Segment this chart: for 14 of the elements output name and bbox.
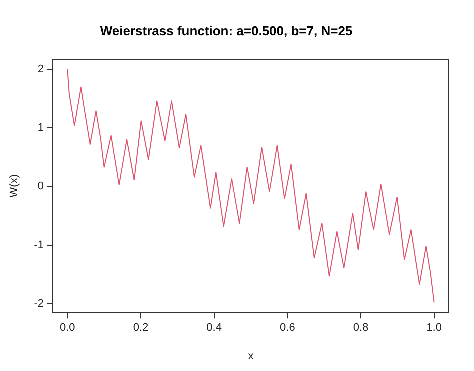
x-tick-label: 1.0	[426, 322, 442, 334]
x-axis-title: x	[248, 350, 254, 362]
x-tick-label: 0.2	[133, 322, 149, 334]
y-tick-label: -2	[34, 298, 44, 310]
y-tick-label: 0	[38, 180, 44, 193]
y-tick-label: 1	[38, 122, 44, 134]
x-tick-label: 0.0	[60, 322, 76, 334]
y-tick-label: 2	[38, 64, 44, 76]
y-tick-label: -1	[34, 239, 44, 252]
y-axis-title: W(x)	[8, 174, 21, 198]
x-tick-label: 0.8	[353, 322, 369, 334]
chart-title: Weierstrass function: a=0.500, b=7, N=25	[100, 23, 353, 38]
x-tick-label: 0.6	[280, 322, 296, 334]
x-tick-label: 0.4	[206, 322, 222, 334]
